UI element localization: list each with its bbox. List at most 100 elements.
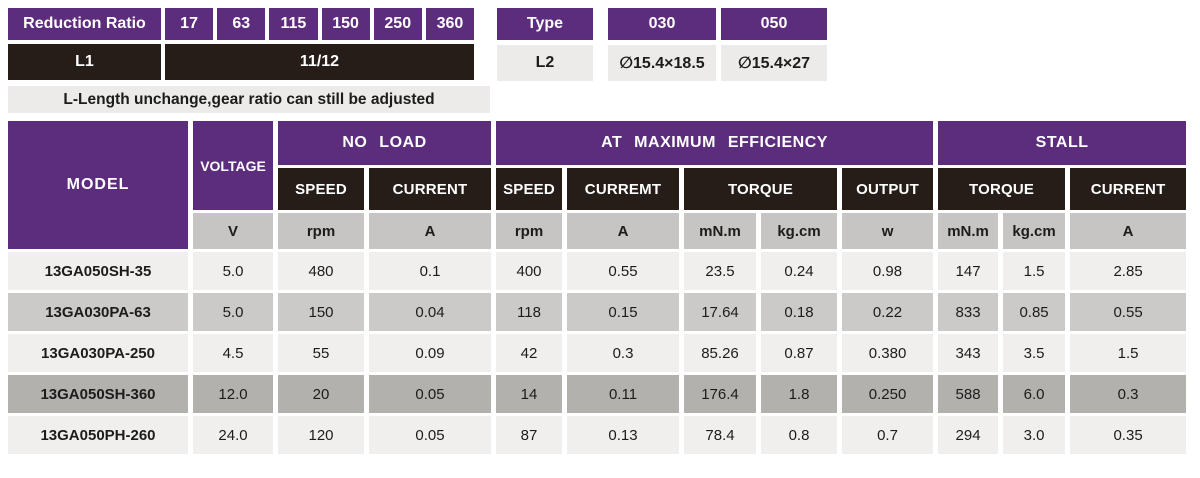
unit-cell: mN.m <box>684 213 756 249</box>
value-cell: 0.3 <box>1070 375 1187 413</box>
header-model: MODEL <box>8 121 188 249</box>
table-row: 13GA030PA-250 4.5 55 0.09 42 0.3 85.26 0… <box>8 334 1187 372</box>
header-noload-speed: SPEED <box>278 168 364 210</box>
unit-cell: V <box>193 213 273 249</box>
header-maxeff-speed: SPEED <box>496 168 562 210</box>
value-cell: 0.04 <box>369 293 491 331</box>
unit-cell: A <box>369 213 491 249</box>
header-noload-current: CURRENT <box>369 168 491 210</box>
value-cell: 150 <box>278 293 364 331</box>
value-cell: 0.55 <box>567 252 679 290</box>
value-cell: 120 <box>278 416 364 454</box>
value-cell: 400 <box>496 252 562 290</box>
model-cell: 13GA050SH-35 <box>8 252 188 290</box>
value-cell: 14 <box>496 375 562 413</box>
value-cell: 118 <box>496 293 562 331</box>
type-header: Type <box>497 8 593 40</box>
l1-label: L1 <box>8 44 161 80</box>
model-cell: 13GA050PH-260 <box>8 416 188 454</box>
l2-value-050: ∅15.4×27 <box>721 45 827 81</box>
unit-cell: rpm <box>496 213 562 249</box>
value-cell: 0.250 <box>842 375 934 413</box>
value-cell: 42 <box>496 334 562 372</box>
unit-cell: A <box>567 213 679 249</box>
ratio-value: 63 <box>217 8 266 40</box>
value-cell: 0.24 <box>761 252 837 290</box>
value-cell: 0.05 <box>369 375 491 413</box>
value-cell: 0.8 <box>761 416 837 454</box>
value-cell: 0.15 <box>567 293 679 331</box>
value-cell: 6.0 <box>1003 375 1066 413</box>
model-cell: 13GA050SH-360 <box>8 375 188 413</box>
header-maxeff-output: OUTPUT <box>842 168 934 210</box>
header-maxeff-torque: TORQUE <box>684 168 837 210</box>
value-cell: 3.5 <box>1003 334 1066 372</box>
value-cell: 0.85 <box>1003 293 1066 331</box>
value-cell: 87 <box>496 416 562 454</box>
l2-row: L2 ∅15.4×18.5 ∅15.4×27 <box>497 45 827 81</box>
value-cell: 24.0 <box>193 416 273 454</box>
value-cell: 588 <box>938 375 999 413</box>
value-cell: 3.0 <box>1003 416 1066 454</box>
model-cell: 13GA030PA-63 <box>8 293 188 331</box>
l1-row: L1 11/12 <box>8 44 474 80</box>
value-cell: 2.85 <box>1070 252 1187 290</box>
value-cell: 0.09 <box>369 334 491 372</box>
value-cell: 0.18 <box>761 293 837 331</box>
value-cell: 0.3 <box>567 334 679 372</box>
unit-cell: kg.cm <box>761 213 837 249</box>
value-cell: 4.5 <box>193 334 273 372</box>
units-row: V rpm A rpm A mN.m kg.cm w mN.m kg.cm A <box>8 213 1187 249</box>
value-cell: 85.26 <box>684 334 756 372</box>
value-cell: 5.0 <box>193 252 273 290</box>
unit-cell: mN.m <box>938 213 999 249</box>
value-cell: 0.7 <box>842 416 934 454</box>
unit-cell: rpm <box>278 213 364 249</box>
value-cell: 12.0 <box>193 375 273 413</box>
type-table: Type 030 050 L2 ∅15.4×18.5 ∅15.4×27 <box>497 8 827 81</box>
header-group-max-efficiency: AT MAXIMUM EFFICIENCY <box>496 121 934 165</box>
value-cell: 5.0 <box>193 293 273 331</box>
table-row: 13GA050SH-35 5.0 480 0.1 400 0.55 23.5 0… <box>8 252 1187 290</box>
length-note: L-Length unchange,gear ratio can still b… <box>8 86 490 113</box>
type-050: 050 <box>721 8 827 40</box>
value-cell: 1.5 <box>1003 252 1066 290</box>
value-cell: 23.5 <box>684 252 756 290</box>
ratio-value: 150 <box>321 8 370 40</box>
l2-value-030: ∅15.4×18.5 <box>608 45 716 81</box>
sub-header-row: SPEED CURRENT SPEED CURREMT TORQUE OUTPU… <box>8 168 1187 210</box>
value-cell: 0.11 <box>567 375 679 413</box>
value-cell: 0.05 <box>369 416 491 454</box>
value-cell: 0.22 <box>842 293 934 331</box>
value-cell: 0.35 <box>1070 416 1187 454</box>
l1-value: 11/12 <box>165 44 474 80</box>
value-cell: 0.13 <box>567 416 679 454</box>
value-cell: 55 <box>278 334 364 372</box>
header-group-stall: STALL <box>938 121 1187 165</box>
value-cell: 0.1 <box>369 252 491 290</box>
group-header-row: MODEL VOLTAGE NO LOAD AT MAXIMUM EFFICIE… <box>8 121 1187 249</box>
header-stall-torque: TORQUE <box>938 168 1066 210</box>
unit-cell: kg.cm <box>1003 213 1066 249</box>
l2-label: L2 <box>497 45 593 81</box>
header-group-no-load: NO LOAD <box>278 121 491 165</box>
ratio-value: 115 <box>269 8 318 40</box>
table-row: 13GA050SH-360 12.0 20 0.05 14 0.11 176.4… <box>8 375 1187 413</box>
unit-cell: w <box>842 213 934 249</box>
motor-spec-table: MODEL VOLTAGE NO LOAD AT MAXIMUM EFFICIE… <box>3 118 1191 457</box>
value-cell: 0.98 <box>842 252 934 290</box>
type-row: Type 030 050 <box>497 8 827 40</box>
table-row: 13GA030PA-63 5.0 150 0.04 118 0.15 17.64… <box>8 293 1187 331</box>
reduction-ratio-row: Reduction Ratio 17 63 115 150 250 360 <box>8 8 474 40</box>
type-030: 030 <box>608 8 716 40</box>
value-cell: 78.4 <box>684 416 756 454</box>
value-cell: 343 <box>938 334 999 372</box>
value-cell: 0.87 <box>761 334 837 372</box>
value-cell: 147 <box>938 252 999 290</box>
value-cell: 0.55 <box>1070 293 1187 331</box>
value-cell: 294 <box>938 416 999 454</box>
header-maxeff-current: CURREMT <box>567 168 679 210</box>
value-cell: 480 <box>278 252 364 290</box>
value-cell: 176.4 <box>684 375 756 413</box>
